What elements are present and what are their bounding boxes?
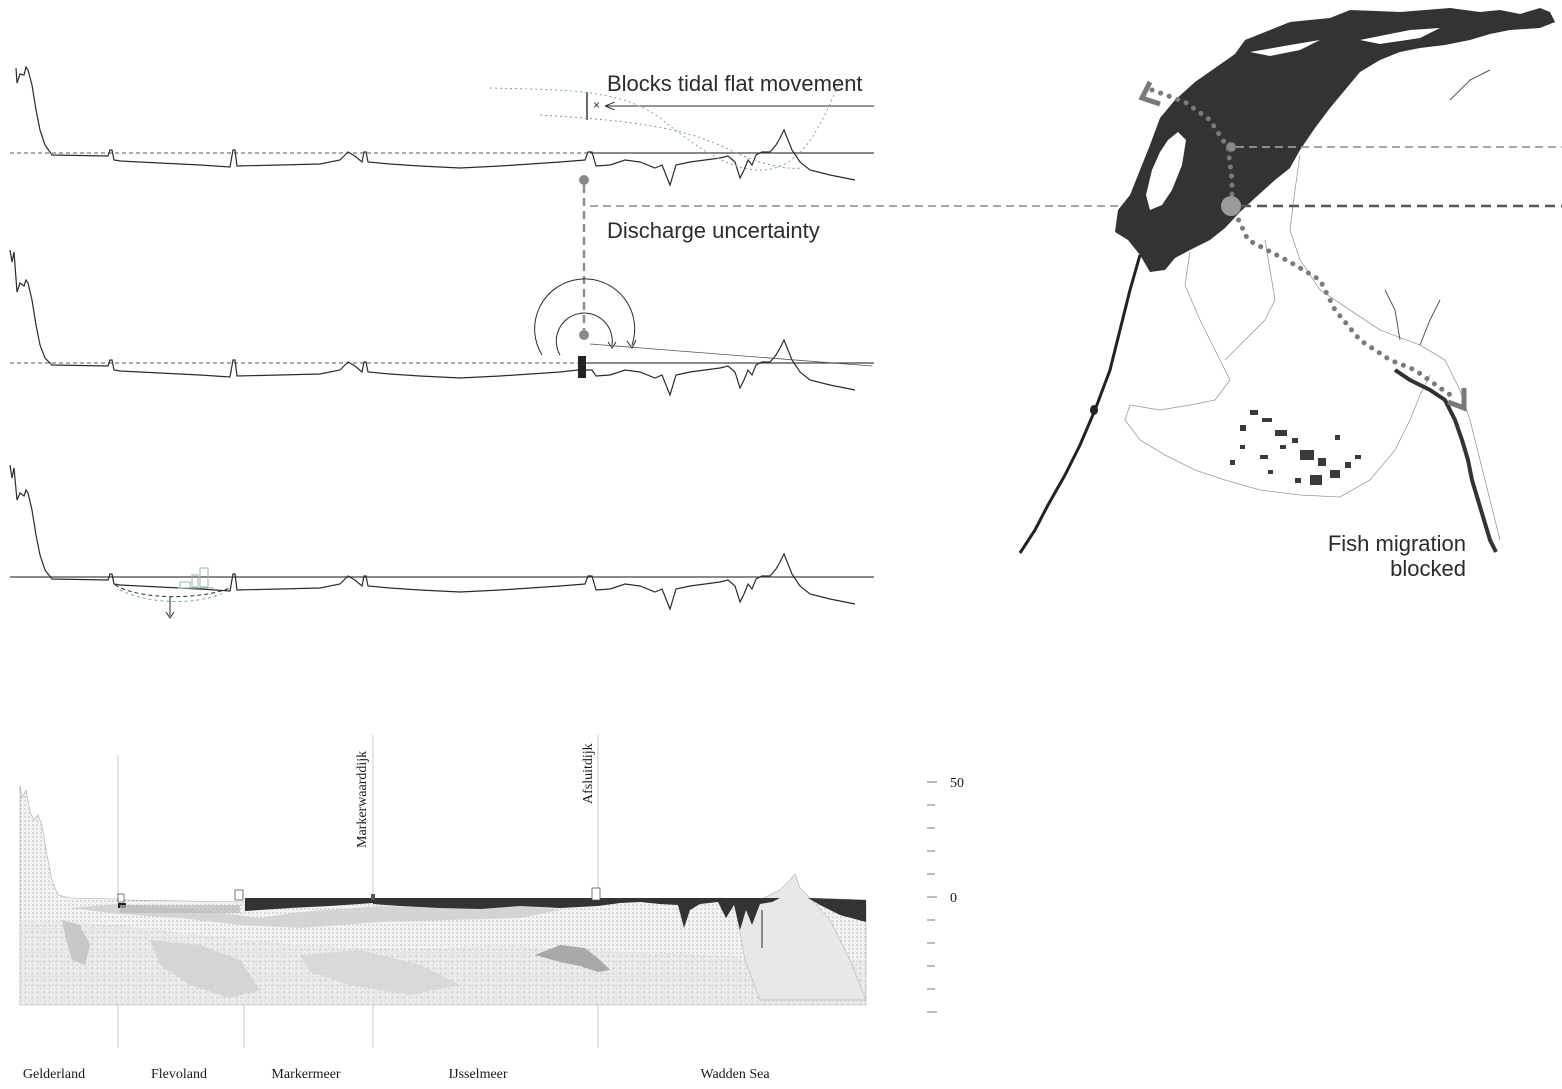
tidal-flat-dotted-curve (489, 79, 841, 171)
scale-label-upper: 50 (950, 776, 964, 791)
scale-label-zero: 0 (950, 891, 957, 906)
profile-section-1: × Blocks tidal flat movement (10, 65, 874, 187)
subsidence-dashed-curve (114, 584, 231, 598)
geological-cross-section: Markerwaarddijk Afsluitdijk 50 0 Gelderl… (19, 735, 964, 1082)
wadden-water (598, 898, 780, 930)
clay-lens (62, 920, 90, 965)
region-label: Flevoland (151, 1067, 207, 1082)
markermeer-outline (1224, 239, 1276, 361)
region-label: Wadden Sea (700, 1067, 770, 1082)
discharge-structure (578, 356, 586, 378)
profile-section-2 (9, 249, 874, 397)
settlement-icon (178, 567, 214, 589)
discharge-thin-line (589, 343, 873, 367)
barrier-x-mark: × (593, 98, 600, 112)
ijsselmeer-outline (1124, 251, 1431, 498)
ijsselmeer-water (373, 898, 598, 909)
afsluitdijk-label: Afsluitdijk (581, 743, 596, 804)
uncertainty-arc-inner (555, 312, 613, 356)
depth-scale (927, 781, 937, 1013)
tidal-flat-dotted-curve-2 (539, 114, 801, 169)
fish-annotation-line1: Fish migration (1328, 531, 1466, 556)
subsidence-green-curve (119, 589, 226, 602)
dike-marker (234, 889, 244, 901)
region-label: IJsselmeer (448, 1067, 507, 1082)
discharge-annotation: Discharge uncertainty (607, 218, 820, 243)
map-point-small (1225, 141, 1237, 153)
dike-marker (371, 894, 375, 900)
tidal-annotation: Blocks tidal flat movement (607, 71, 863, 96)
texel-island (1146, 132, 1186, 210)
uncertainty-arrow-1 (626, 339, 637, 349)
coast-harbour-mark (1090, 405, 1098, 415)
uncertainty-arc-outer (534, 278, 636, 356)
region-label: Markermeer (271, 1067, 341, 1082)
terrain-profile-line (9, 464, 856, 611)
terrain-profile-line (15, 65, 856, 187)
dune-body (734, 873, 867, 1001)
region-label: Gelderland (23, 1067, 85, 1082)
discharge-point-mid (579, 330, 589, 340)
markerwaarddijk-label: Markerwaarddijk (355, 751, 370, 848)
polder-ditch (120, 905, 240, 913)
island-strip-2 (1360, 28, 1440, 44)
small-rivers (1384, 69, 1491, 346)
discharge-point-top (579, 175, 589, 185)
subsidence-arrow-head (165, 611, 175, 619)
north-holland-coast (1018, 254, 1142, 554)
wadden-water-sea (808, 898, 866, 922)
dike-marker (591, 887, 601, 901)
migration-marker-south (1447, 388, 1467, 412)
flevoland-urban (1230, 410, 1361, 485)
map-waddensea-ijsselmeer: Fish migration blocked (1018, 8, 1562, 581)
migration-marker-north (1138, 80, 1161, 107)
clay-lens (300, 950, 460, 995)
ijssel-river (1393, 368, 1498, 553)
clay-lens (150, 940, 260, 998)
island-strip (1250, 40, 1320, 56)
map-point-large (1221, 196, 1241, 216)
discharge-connector: Discharge uncertainty (579, 175, 1215, 330)
markermeer-water (245, 898, 373, 911)
clay-lens-dark (535, 945, 610, 972)
terrain-profile-line (9, 249, 856, 397)
fish-annotation-line2: blocked (1390, 556, 1466, 581)
dike-marker (117, 893, 125, 903)
uncertainty-arrow-2 (607, 341, 617, 349)
profile-section-3 (9, 464, 874, 619)
